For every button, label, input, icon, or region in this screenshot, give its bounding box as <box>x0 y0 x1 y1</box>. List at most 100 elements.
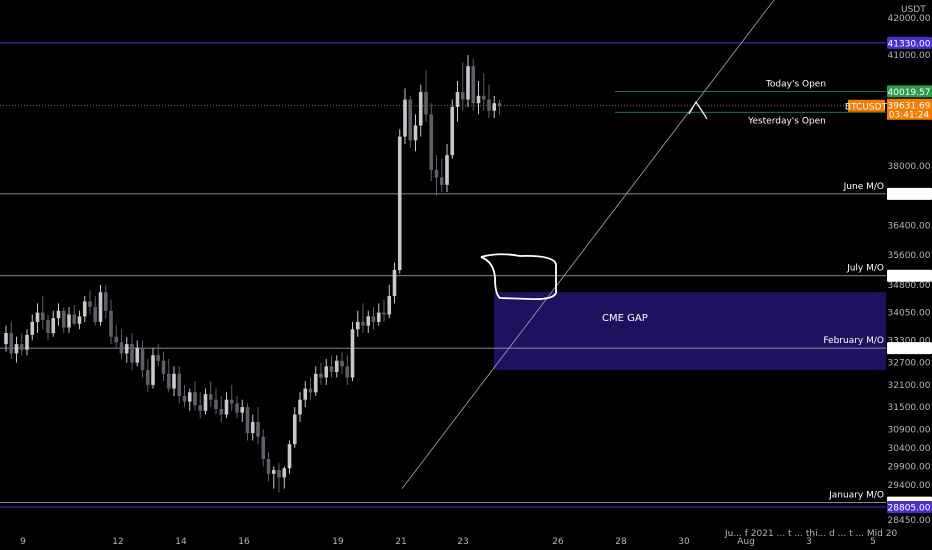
candle-body <box>256 421 260 437</box>
price-tick-label: 30900.00 <box>888 425 931 435</box>
candle-body <box>429 114 434 170</box>
symbol-badge-text: BTCUSDT <box>845 102 888 112</box>
candle-body <box>77 316 82 324</box>
candle-body <box>166 373 171 389</box>
candle-body <box>98 292 103 322</box>
current-price-badge <box>887 98 932 120</box>
candle-body <box>277 470 281 478</box>
zones-layer: CME GAP <box>494 292 886 371</box>
price-badge <box>887 36 932 49</box>
candle-body <box>61 310 66 328</box>
candle-body <box>271 470 276 474</box>
candle-body <box>303 388 308 400</box>
candle-body <box>424 92 428 115</box>
candle-body <box>413 125 418 141</box>
candle-body <box>229 399 234 404</box>
price-badge <box>887 85 932 98</box>
candle-body <box>382 312 386 315</box>
time-tick-label: 21 <box>395 537 406 547</box>
time-tick-label: 14 <box>175 537 187 547</box>
arrow-check-mark <box>688 100 708 120</box>
candle-body <box>376 312 381 322</box>
candle-body <box>19 344 24 350</box>
candle-body <box>25 334 29 350</box>
price-tick-label: 30400.00 <box>888 444 931 454</box>
candle-body <box>466 66 470 100</box>
time-tick-label: 16 <box>238 537 250 547</box>
candle-body <box>492 103 497 111</box>
candle-body <box>497 103 502 106</box>
price-tick-label: 29400.00 <box>888 481 931 491</box>
price-badge <box>887 342 932 355</box>
candle-body <box>103 292 108 311</box>
candle-body <box>119 342 124 354</box>
time-tick-label: 9 <box>20 537 26 547</box>
price-badge-text: 35045.00 <box>888 272 931 282</box>
candle-body <box>182 396 187 402</box>
candle-body <box>487 99 491 111</box>
candle-body <box>355 321 360 330</box>
candle-body <box>193 392 197 406</box>
countdown-text: 03:41:24 <box>889 110 930 120</box>
hand-drawn-annotations <box>480 100 708 301</box>
price-badge-text: 41330.00 <box>888 39 931 49</box>
candle-body <box>46 320 50 334</box>
price-badges: 41330.0040019.5739456.6137253.8235045.00… <box>845 36 932 514</box>
price-axis[interactable]: 42000.00 41000.00 38000.00 36400.00 35600.00… <box>888 14 931 526</box>
candle-body <box>14 344 19 354</box>
symbol-badge <box>848 99 885 112</box>
trendline-layer <box>401 0 775 489</box>
candle-body <box>371 316 376 322</box>
price-tick-label: 32700.00 <box>888 359 931 369</box>
candle-body <box>324 366 329 378</box>
candle-body <box>292 414 297 445</box>
candle-body <box>235 403 239 413</box>
cme-gap-label: CME GAP <box>602 313 648 324</box>
candle-body <box>219 408 224 415</box>
candle-body <box>434 169 439 178</box>
candle-body <box>319 373 323 378</box>
consolidation-circle <box>480 253 557 301</box>
candle-body <box>145 370 150 385</box>
time-tick-label: 23 <box>457 537 468 547</box>
candle-body <box>156 355 161 361</box>
candle-body <box>397 136 402 271</box>
time-tick-label: 3 <box>806 537 812 547</box>
candle-body <box>135 347 140 363</box>
price-badge-text: 33092.97 <box>888 345 931 355</box>
candle-body <box>172 373 176 389</box>
candle-body <box>124 344 129 354</box>
time-axis-panel[interactable] <box>0 532 932 550</box>
candle-body <box>198 405 203 411</box>
candles-layer <box>4 55 502 493</box>
candle-body <box>51 318 56 334</box>
candle-body <box>392 270 397 296</box>
candle-body <box>240 407 245 413</box>
candle-body <box>287 444 292 469</box>
candle-body <box>88 301 92 308</box>
candle-body <box>366 316 371 326</box>
price-badge-text: 40019.57 <box>888 88 931 98</box>
candle-body <box>30 321 35 335</box>
price-tick-label: 29900.00 <box>888 462 931 472</box>
current-price-text: 39631.69 <box>888 101 931 111</box>
candle-body <box>481 95 486 100</box>
candle-body <box>93 307 98 322</box>
candle-body <box>308 388 313 393</box>
candle-body <box>40 312 45 321</box>
candle-body <box>224 399 229 415</box>
price-tick-label: 42000.00 <box>888 14 931 24</box>
price-tick-label: 32100.00 <box>888 381 931 391</box>
candle-body <box>266 459 271 474</box>
price-tick-label: 34800.00 <box>888 281 931 291</box>
candle-body <box>4 333 8 345</box>
candle-body <box>329 366 334 372</box>
candle-body <box>471 66 476 104</box>
candle-body <box>340 360 344 367</box>
price-badge <box>887 187 932 200</box>
time-axis[interactable]: 9 12 14 16 19 21 23 26 28 30 Aug 3 5 <box>20 537 876 547</box>
candle-body <box>350 329 355 378</box>
candle-body <box>177 373 182 397</box>
level-label: July M/O <box>846 264 884 274</box>
